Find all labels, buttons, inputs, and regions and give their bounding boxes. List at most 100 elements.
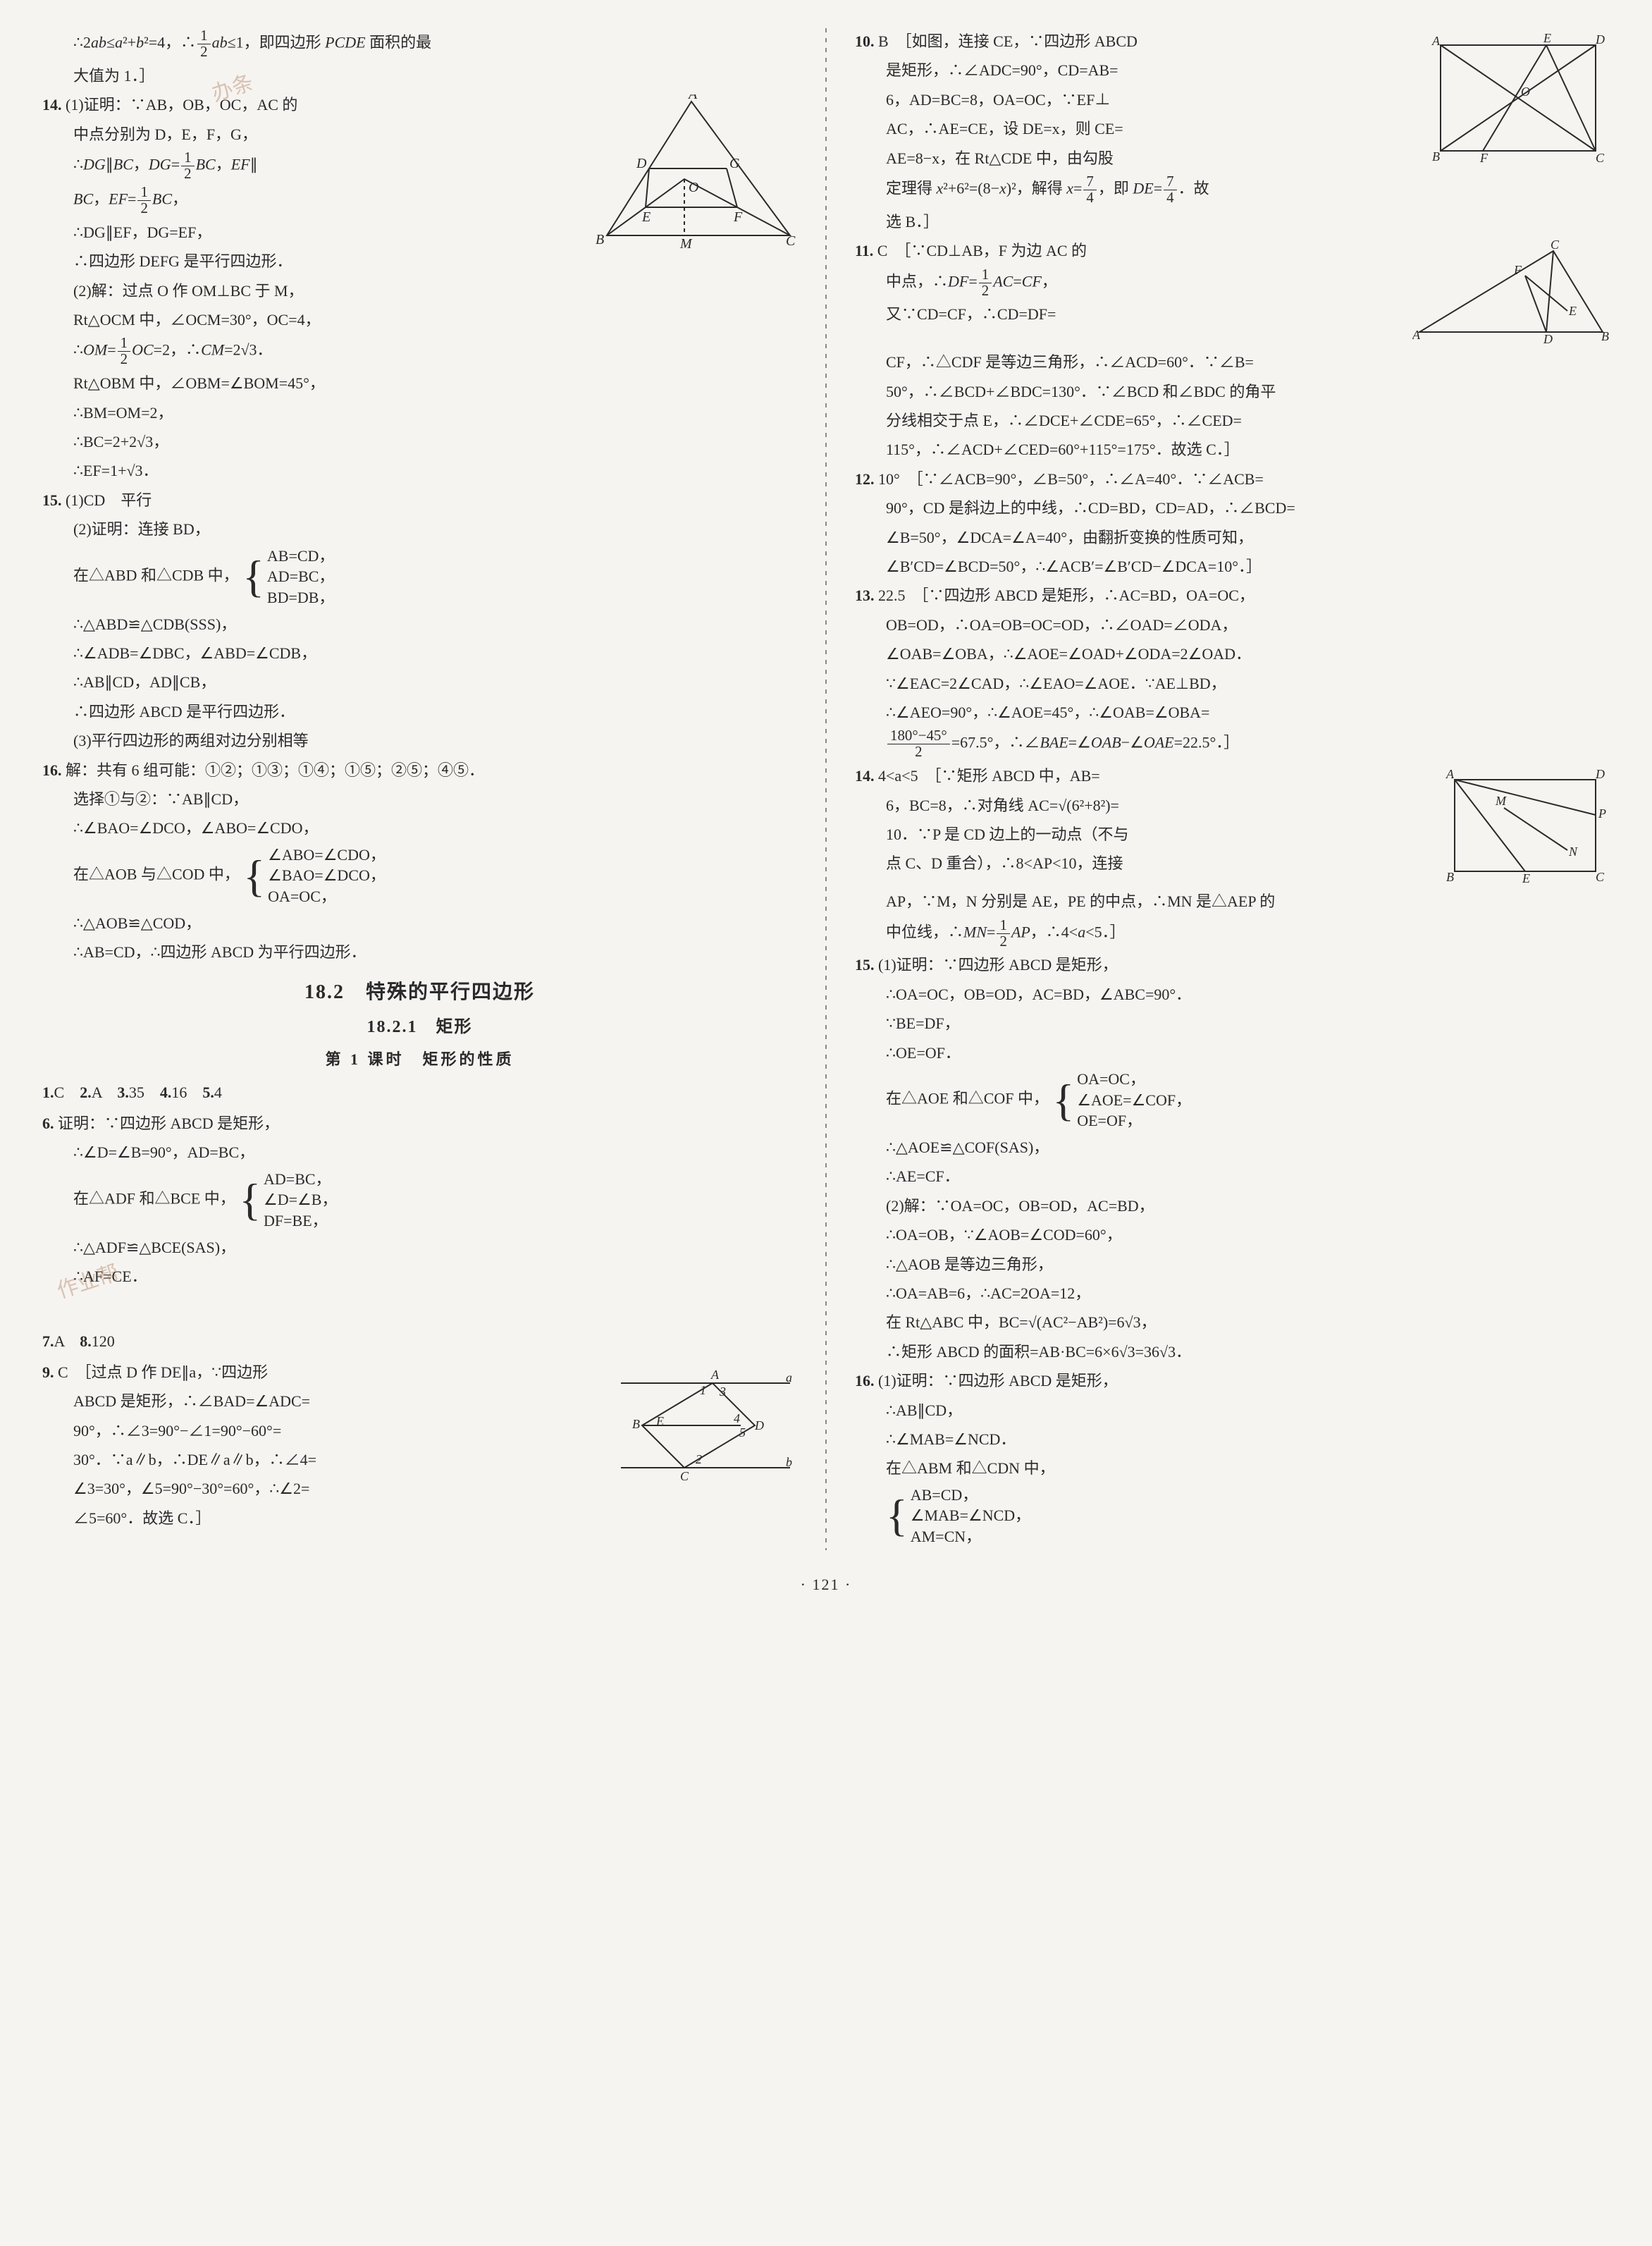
svg-text:F: F: [1513, 263, 1522, 277]
q15r-line: ∴矩形 ABCD 的面积=AB·BC=6×6√3=36√3．: [855, 1339, 1610, 1365]
svg-text:2: 2: [696, 1452, 702, 1466]
svg-text:C: C: [1551, 240, 1560, 252]
page-number: · 121 ·: [42, 1571, 1610, 1597]
svg-text:C: C: [1596, 870, 1605, 884]
figure-q14: A B C D E F G O M: [586, 94, 797, 250]
q14r-line: 中位线，∴MN=12AP，∴4<a<5．］: [855, 918, 1610, 950]
svg-text:B: B: [1601, 329, 1609, 343]
answers-7-8: 7.A 8.120: [42, 1328, 797, 1354]
q15r-line: 在 Rt△ABC 中，BC=√(AC²−AB²)=6√3，: [855, 1309, 1610, 1335]
q12-line: ∠B=50°，∠DCA=∠A=40°，由翻折变换的性质可知，: [855, 524, 1610, 551]
svg-text:1: 1: [700, 1383, 706, 1397]
answers-1-5: 1.C 2.A 3.35 4.16 5.4: [42, 1079, 797, 1105]
q15-line: ∴AB∥CD，AD∥CB，: [42, 669, 797, 695]
q14-line: Rt△OBM 中，∠OBM=∠BOM=45°，: [42, 370, 797, 396]
pre14-b: 大值为 1．］: [42, 63, 797, 89]
q15r-line: ∴OE=OF．: [855, 1040, 1610, 1066]
svg-text:P: P: [1598, 806, 1606, 821]
svg-text:B: B: [1432, 149, 1440, 164]
q14-line: ∴BM=OM=2，: [42, 400, 797, 426]
svg-text:D: D: [754, 1418, 764, 1432]
q12-line: ∠B′CD=∠BCD=50°，∴∠ACB′=∠B′CD−∠DCA=10°．］: [855, 553, 1610, 579]
svg-text:E: E: [1543, 31, 1551, 45]
q16-line: 选择①与②：∵AB∥CD，: [42, 786, 797, 812]
q15r-line: ∵BE=DF，: [855, 1010, 1610, 1036]
svg-text:A: A: [687, 94, 698, 102]
q14r-line: AP，∵M，N 分别是 AE，PE 的中点，∴MN 是△AEP 的: [855, 888, 1610, 914]
q14-line: ∴BC=2+2√3，: [42, 429, 797, 455]
q10-line: 选 B．］: [855, 209, 1610, 235]
q13-line: ∴∠AEO=90°，∴∠AOE=45°，∴∠OAB=∠OBA=: [855, 699, 1610, 725]
column-divider: [825, 28, 827, 1550]
svg-text:A: A: [1431, 34, 1441, 48]
subsection-18-2-1: 18.2.1 矩形: [42, 1013, 797, 1042]
q16-line: ∴△AOB≌△COD，: [42, 910, 797, 936]
q14-line: ∴四边形 DEFG 是平行四边形．: [42, 248, 797, 274]
q15r-line: ∴△AOE≌△COF(SAS)，: [855, 1134, 1610, 1160]
q16r-line: ∴AB∥CD，: [855, 1397, 1610, 1423]
svg-text:O: O: [1521, 85, 1530, 99]
q15r-line: 15. (1)证明：∵四边形 ABCD 是矩形，: [855, 952, 1610, 978]
q15-line: (3)平行四边形的两组对边分别相等: [42, 728, 797, 754]
q15r-line: ∴OA=AB=6，∴AC=2OA=12，: [855, 1280, 1610, 1306]
q13-line: ∠OAB=∠OBA，∴∠AOE=∠OAD+∠ODA=2∠OAD．: [855, 641, 1610, 667]
q15r-line: ∴OA=OC，OB=OD，AC=BD，∠ABC=90°．: [855, 981, 1610, 1007]
svg-text:C: C: [680, 1469, 689, 1483]
q13-line: 13. 22.5 ［∵四边形 ABCD 是矩形，∴AC=BD，OA=OC，: [855, 582, 1610, 608]
svg-text:E: E: [655, 1414, 664, 1428]
q15-line: 15. (1)CD 平行: [42, 487, 797, 513]
lesson-1: 第 1 课时 矩形的性质: [42, 1046, 797, 1072]
svg-text:G: G: [729, 156, 740, 171]
q16r-line: ∴∠MAB=∠NCD．: [855, 1426, 1610, 1452]
q6-line: ∴△ADF≌△BCE(SAS)，: [42, 1234, 797, 1260]
q15-line: (2)证明：连接 BD，: [42, 516, 797, 542]
q6-line: ∴∠D=∠B=90°，AD=BC，: [42, 1139, 797, 1165]
q16-brace: 在△AOB 与△COD 中， {∠ABO=∠CDO，∠BAO=∠DCO，OA=O…: [42, 845, 797, 907]
svg-text:F: F: [1479, 151, 1488, 165]
svg-text:F: F: [733, 209, 743, 225]
q13-line: OB=OD，∴OA=OB=OC=OD，∴∠OAD=∠ODA，: [855, 612, 1610, 638]
svg-text:B: B: [1446, 870, 1454, 884]
q11-line: 分线相交于点 E，∴∠DCE+∠CDE=65°，∴∠CED=: [855, 407, 1610, 434]
svg-text:E: E: [1522, 871, 1530, 885]
svg-text:C: C: [786, 233, 796, 249]
q15r-line: ∴OA=OB，∵∠AOB=∠COD=60°，: [855, 1222, 1610, 1248]
svg-text:E: E: [641, 209, 651, 225]
q14-line: ∴EF=1+√3．: [42, 458, 797, 484]
q15-line: ∴∠ADB=∠DBC，∠ABD=∠CDB，: [42, 640, 797, 666]
svg-text:5: 5: [739, 1425, 746, 1440]
svg-text:B: B: [632, 1417, 640, 1431]
q12-line: 12. 10° ［∵∠ACB=90°，∠B=50°，∴∠A=40°．∵∠ACB=: [855, 466, 1610, 492]
pre14-a: ∴2ab≤a²+b²=4，∴12ab≤1，即四边形 PCDE 面积的最: [42, 28, 797, 60]
q16r-line: 16. (1)证明：∵四边形 ABCD 是矩形，: [855, 1368, 1610, 1394]
q11-line: 50°，∴∠BCD+∠BDC=130°．∵∠BCD 和∠BDC 的角平: [855, 379, 1610, 405]
q15-line: ∴△ABD≌△CDB(SSS)，: [42, 611, 797, 637]
q6-line: 6. 证明：∵四边形 ABCD 是矩形，: [42, 1110, 797, 1136]
svg-text:D: D: [636, 156, 647, 171]
q13-line: 180°−45°2=67.5°，∴∠BAE=∠OAB−∠OAE=22.5°．］: [855, 728, 1610, 760]
figure-q10: AED BFC O: [1426, 31, 1610, 165]
q16-line: ∴AB=CD，∴四边形 ABCD 为平行四边形．: [42, 939, 797, 965]
svg-text:a: a: [786, 1370, 792, 1385]
svg-text:A: A: [710, 1368, 720, 1382]
svg-text:C: C: [1596, 151, 1605, 165]
figure-q14r: AD BC PM NE: [1441, 766, 1610, 885]
svg-text:4: 4: [734, 1411, 740, 1425]
right-column: AED BFC O 10. B ［如图，连接 CE，∵四边形 ABCD 是矩形，…: [855, 28, 1610, 1550]
q10-line: 定理得 x²+6²=(8−x)²，解得 x=74，即 DE=74．故: [855, 174, 1610, 206]
svg-text:N: N: [1568, 845, 1578, 859]
q15r-line: ∴△AOB 是等边三角形，: [855, 1251, 1610, 1277]
svg-text:B: B: [596, 232, 604, 247]
svg-text:D: D: [1543, 332, 1553, 346]
svg-text:E: E: [1568, 304, 1577, 318]
svg-text:M: M: [1495, 794, 1507, 808]
section-18-2: 18.2 特殊的平行四边形: [42, 976, 797, 1010]
q14-line: Rt△OCM 中，∠OCM=30°，OC=4，: [42, 307, 797, 333]
q6-line: ∴AF=CE．: [42, 1263, 797, 1289]
q16r-brace: {AB=CD，∠MAB=∠NCD，AM=CN，: [855, 1485, 1610, 1547]
q15r-line: ∴AE=CF．: [855, 1163, 1610, 1189]
q14-line: ∴OM=12OC=2，∴CM=2√3．: [42, 336, 797, 367]
figure-q9: Aa BE D Cb 13 45 2: [614, 1362, 797, 1489]
q16-line: ∴∠BAO=∠DCO，∠ABO=∠CDO，: [42, 815, 797, 841]
q15-line: ∴四边形 ABCD 是平行四边形．: [42, 699, 797, 725]
